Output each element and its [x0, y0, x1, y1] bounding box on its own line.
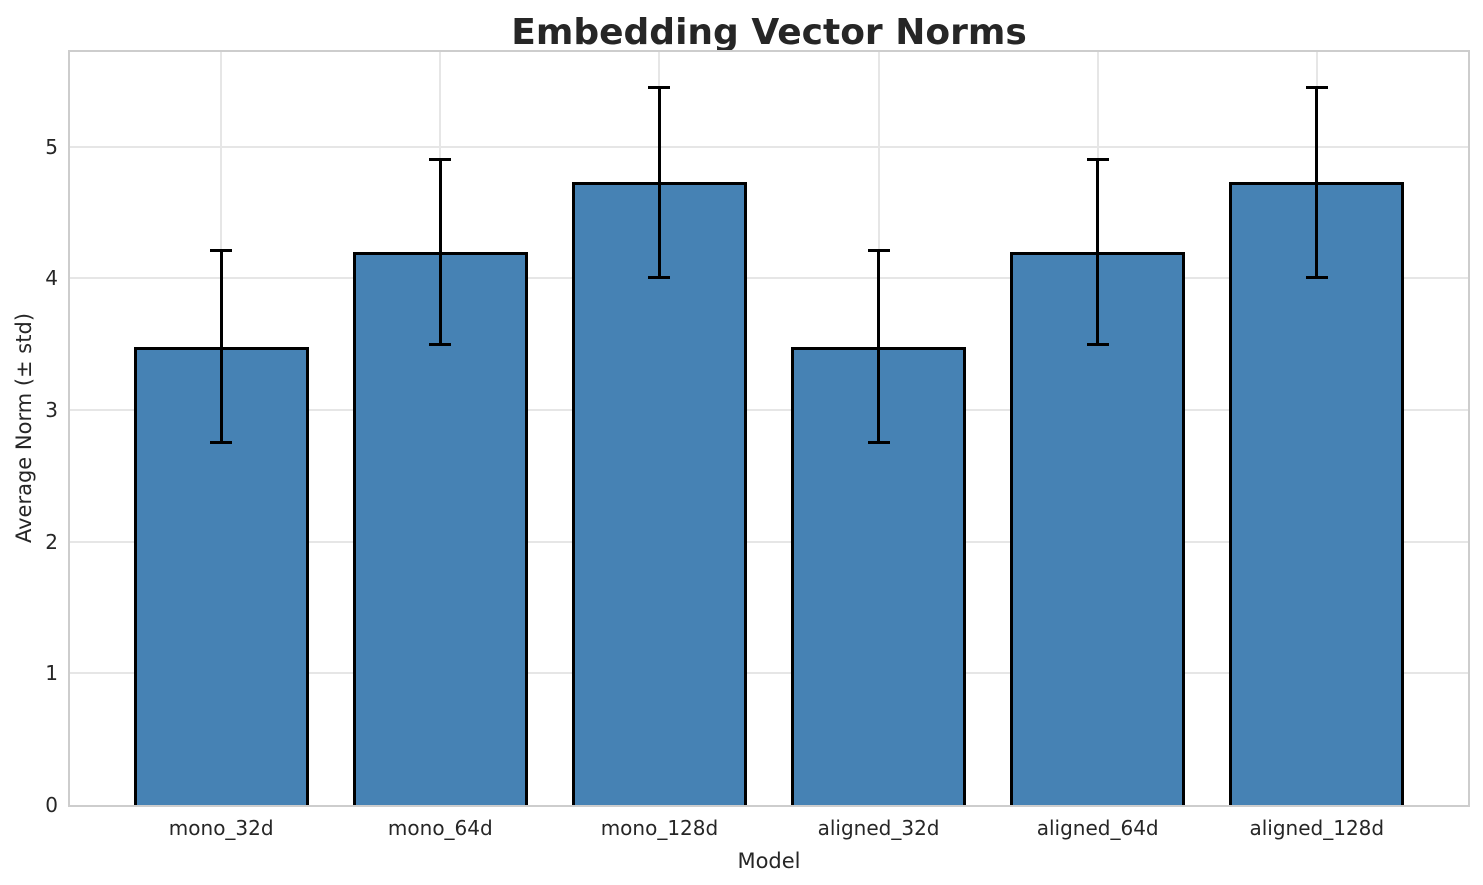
y-tick-label: 2: [45, 529, 58, 554]
error-bar-cap-bottom: [1086, 342, 1109, 346]
error-bar-line: [1096, 159, 1100, 345]
x-tick-label: mono_128d: [600, 816, 719, 840]
error-bar-cap-bottom: [648, 275, 671, 279]
y-axis-label-text: Average Norm (± std): [12, 312, 36, 544]
y-tick-label: 5: [45, 134, 58, 159]
error-bar-line: [877, 250, 881, 443]
y-gridline: [70, 145, 1468, 148]
x-axis-label: Model: [737, 849, 801, 873]
error-bar-line: [657, 87, 661, 278]
error-bar-cap-top: [1086, 158, 1109, 162]
error-bar-cap-top: [210, 249, 233, 253]
y-gridline: [70, 277, 1468, 280]
y-tick-label: 4: [45, 266, 58, 291]
y-gridline: [70, 672, 1468, 675]
y-gridline: [70, 409, 1468, 412]
y-axis-label: Average Norm (± std): [11, 313, 37, 543]
error-bar-line: [438, 159, 442, 345]
y-tick-label: 3: [45, 398, 58, 423]
chart-title: Embedding Vector Norms: [511, 12, 1027, 53]
bar: [133, 346, 309, 805]
error-bar-line: [219, 250, 223, 443]
x-tick-label: aligned_128d: [1249, 816, 1385, 840]
error-bar-cap-bottom: [210, 441, 233, 445]
error-bar-line: [1315, 87, 1319, 278]
x-tick-label: aligned_64d: [1036, 816, 1159, 840]
y-tick-label: 1: [45, 661, 58, 686]
y-gridline: [70, 540, 1468, 543]
x-tick-label: mono_64d: [387, 816, 493, 840]
error-bar-cap-bottom: [1305, 275, 1328, 279]
x-tick-label: mono_32d: [168, 816, 274, 840]
bar: [1229, 182, 1405, 805]
error-bar-cap-bottom: [429, 342, 452, 346]
plot-area: [68, 50, 1470, 807]
error-bar-cap-top: [648, 86, 671, 90]
error-bar-cap-top: [429, 158, 452, 162]
x-tick-label: aligned_32d: [817, 816, 940, 840]
error-bar-cap-top: [867, 249, 890, 253]
error-bar-cap-top: [1305, 86, 1328, 90]
y-tick-label: 0: [45, 793, 58, 817]
error-bar-cap-bottom: [867, 441, 890, 445]
